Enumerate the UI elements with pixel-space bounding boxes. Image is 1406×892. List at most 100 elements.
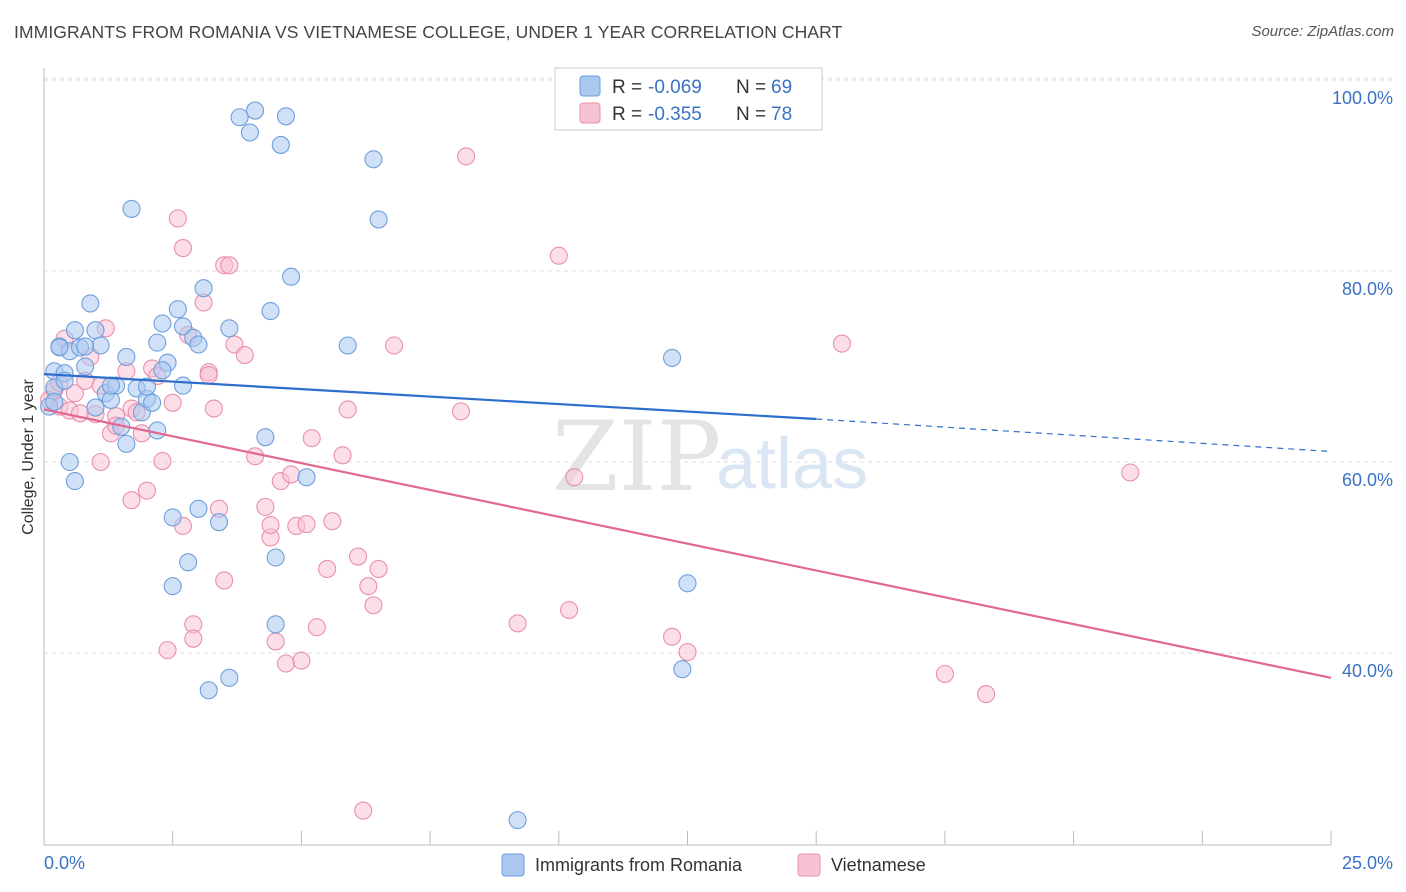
romania-point-43 (220, 319, 239, 338)
vietnamese-point-21 (132, 424, 151, 443)
romania-point-65 (76, 337, 95, 356)
bottom-legend-label-romania: Immigrants from Romania (535, 855, 743, 875)
romania-point-61 (673, 660, 692, 679)
vietnamese-point-6 (65, 384, 84, 403)
romania-point-21 (117, 347, 136, 367)
romania-point-62 (678, 574, 697, 593)
romania-point-11 (91, 336, 110, 355)
vietnamese-point-61 (348, 547, 368, 566)
top-legend: R = -0.069 N = 69 R = -0.355 N = 78 (554, 67, 823, 131)
romania-point-39 (189, 499, 208, 518)
romania-point-52 (271, 135, 290, 154)
romania-point-53 (276, 107, 296, 126)
romania-point-41 (199, 681, 218, 700)
vietnamese-point-75 (832, 334, 851, 353)
bottom-legend-swatch-romania (501, 853, 525, 877)
romania-point-44 (220, 668, 239, 687)
legend-r-value-vietnamese: -0.355 (648, 104, 702, 125)
romania-point-47 (246, 101, 265, 120)
romania-point-6 (65, 321, 84, 340)
romania-point-13 (60, 452, 79, 472)
romania-point-15 (86, 398, 105, 417)
vietnamese-point-45 (256, 497, 275, 516)
romania-point-63 (45, 392, 64, 411)
vietnamese-point-28 (168, 209, 187, 228)
vietnamese-point-68 (457, 147, 476, 166)
y-axis-title: College, Under 1 year (20, 379, 37, 535)
vietnamese-point-55 (302, 429, 321, 448)
vietnamese-point-77 (977, 685, 996, 704)
x-tick-label-max: 25.0% (1342, 853, 1393, 873)
vietnamese-point-78 (1121, 463, 1140, 482)
x-ticks (172, 831, 1332, 845)
vietnamese-point-47 (261, 515, 280, 535)
vietnamese-point-74 (678, 642, 697, 662)
vietnamese-point-27 (163, 393, 182, 412)
vietnamese-point-37 (204, 399, 223, 418)
legend-swatch-romania (579, 75, 601, 97)
vietnamese-point-71 (560, 600, 579, 620)
romania-point-45 (230, 108, 249, 127)
vietnamese-point-50 (276, 654, 296, 673)
vietnamese-point-73 (663, 627, 682, 646)
romania-point-38 (189, 335, 208, 354)
romania-point-29 (153, 314, 172, 333)
y-tick-label-100: 100.0% (1332, 88, 1393, 108)
vietnamese-point-57 (318, 559, 337, 579)
romania-point-67 (137, 377, 157, 396)
chart-title: IMMIGRANTS FROM ROMANIA VS VIETNAMESE CO… (14, 22, 843, 42)
romania-point-59 (508, 811, 527, 830)
legend-r-label-vietnamese: R = (612, 104, 642, 125)
legend-n-value-romania: 69 (771, 77, 792, 98)
trend-lines (43, 373, 1332, 679)
chart-source: Source: ZipAtlas.com (1251, 23, 1394, 40)
romania-point-9 (81, 294, 100, 313)
x-tick-label-min: 0.0% (44, 853, 85, 873)
vietnamese-point-12 (91, 452, 110, 472)
legend-r-value-romania: -0.069 (648, 77, 702, 98)
romania-point-57 (364, 150, 383, 169)
watermark-zip: ZIP (552, 401, 721, 513)
vietnamese-point-72 (565, 468, 584, 487)
vietnamese-point-25 (153, 451, 172, 471)
legend-r-label-romania: R = (612, 77, 642, 98)
romania-point-40 (194, 279, 213, 298)
vietnamese-point-43 (235, 345, 254, 365)
vietnamese-trend-line (43, 408, 1332, 679)
romania-point-46 (240, 123, 259, 142)
legend-n-value-vietnamese: 78 (771, 104, 792, 125)
romania-point-34 (173, 376, 193, 395)
vietnamese-point-66 (385, 336, 404, 355)
romania-point-51 (266, 548, 285, 567)
y-tick-labels: 40.0% 60.0% 80.0% 100.0% (1332, 88, 1393, 681)
vietnamese-point-26 (158, 641, 177, 660)
vietnamese-point-48 (266, 632, 285, 651)
romania-point-27 (148, 421, 167, 440)
vietnamese-point-36 (199, 366, 218, 385)
romania-point-54 (282, 267, 301, 286)
romania-trend-line-extension (816, 418, 1332, 453)
vietnamese-point-54 (297, 515, 316, 534)
legend-n-label-vietnamese: N = (736, 104, 766, 125)
vietnamese-point-59 (333, 446, 352, 465)
romania-point-36 (179, 553, 198, 572)
romania-point-48 (256, 428, 275, 447)
romania-trend-line (43, 373, 817, 421)
romania-point-32 (163, 577, 182, 596)
romania-point-64 (50, 338, 69, 357)
bottom-legend-swatch-vietnamese (797, 853, 821, 877)
vietnamese-point-62 (354, 801, 373, 820)
romania-point-26 (143, 393, 162, 412)
vietnamese-point-22 (137, 481, 157, 500)
romania-point-10 (86, 321, 105, 340)
y-tick-label-40: 40.0% (1342, 661, 1393, 681)
y-tick-label-80: 80.0% (1342, 279, 1393, 299)
vietnamese-point-44 (246, 447, 265, 466)
vietnamese-point-51 (282, 465, 301, 484)
vietnamese-point-70 (549, 246, 568, 265)
romania-point-60 (663, 348, 682, 367)
y-tick-label-60: 60.0% (1342, 470, 1393, 490)
vietnamese-point-67 (451, 402, 471, 421)
watermark-atlas: atlas (716, 424, 868, 504)
vietnamese-point-56 (307, 618, 326, 637)
